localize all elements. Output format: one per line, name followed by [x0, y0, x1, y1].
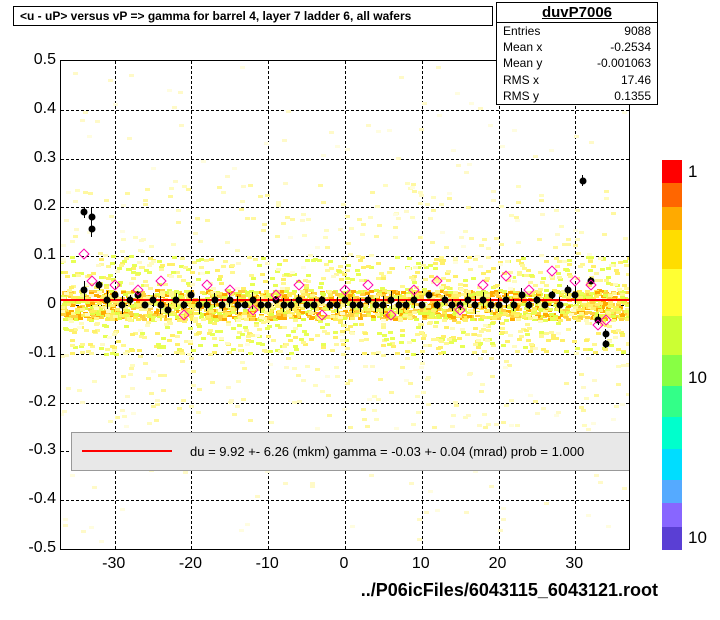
stats-box: duvP7006 Entries9088Mean x-0.2534Mean y-…	[496, 2, 658, 105]
xtick-label: -10	[247, 555, 287, 573]
colorbar-label: 10	[688, 368, 707, 388]
colorbar	[662, 160, 682, 550]
ytick-label: -0.3	[6, 441, 56, 459]
stats-row: Entries9088	[497, 23, 657, 39]
fit-text: du = 9.92 +- 6.26 (mkm) gamma = -0.03 +-…	[190, 444, 584, 459]
ytick-label: 0.1	[6, 246, 56, 264]
ytick-label: 0.3	[6, 149, 56, 167]
colorbar-label: 10	[688, 528, 707, 548]
stats-name: duvP7006	[497, 3, 657, 23]
plot-area: du = 9.92 +- 6.26 (mkm) gamma = -0.03 +-…	[60, 60, 630, 550]
xtick-label: 0	[324, 555, 364, 573]
xtick-label: -20	[170, 555, 210, 573]
ytick-label: 0	[6, 295, 56, 313]
xtick-label: 20	[478, 555, 518, 573]
stats-row: Mean y-0.001063	[497, 55, 657, 71]
profile-point	[78, 248, 89, 259]
ytick-label: 0.2	[6, 197, 56, 215]
stats-row: RMS x17.46	[497, 72, 657, 88]
plot-title: <u - uP> versus vP => gamma for barrel 4…	[13, 6, 493, 26]
colorbar-label: 1	[688, 162, 697, 182]
ytick-label: -0.2	[6, 393, 56, 411]
ytick-label: 0.4	[6, 100, 56, 118]
fit-legend: du = 9.92 +- 6.26 (mkm) gamma = -0.03 +-…	[71, 432, 629, 471]
ytick-label: -0.5	[6, 539, 56, 557]
xaxis-label: ../P06icFiles/6043115_6043121.root	[361, 580, 658, 601]
fit-line-marker	[82, 450, 172, 452]
xtick-label: 10	[401, 555, 441, 573]
stats-row: RMS y0.1355	[497, 88, 657, 104]
ytick-label: 0.5	[6, 51, 56, 69]
xtick-label: 30	[554, 555, 594, 573]
ytick-label: -0.4	[6, 490, 56, 508]
ytick-label: -0.1	[6, 344, 56, 362]
xtick-label: -30	[94, 555, 134, 573]
stats-row: Mean x-0.2534	[497, 39, 657, 55]
